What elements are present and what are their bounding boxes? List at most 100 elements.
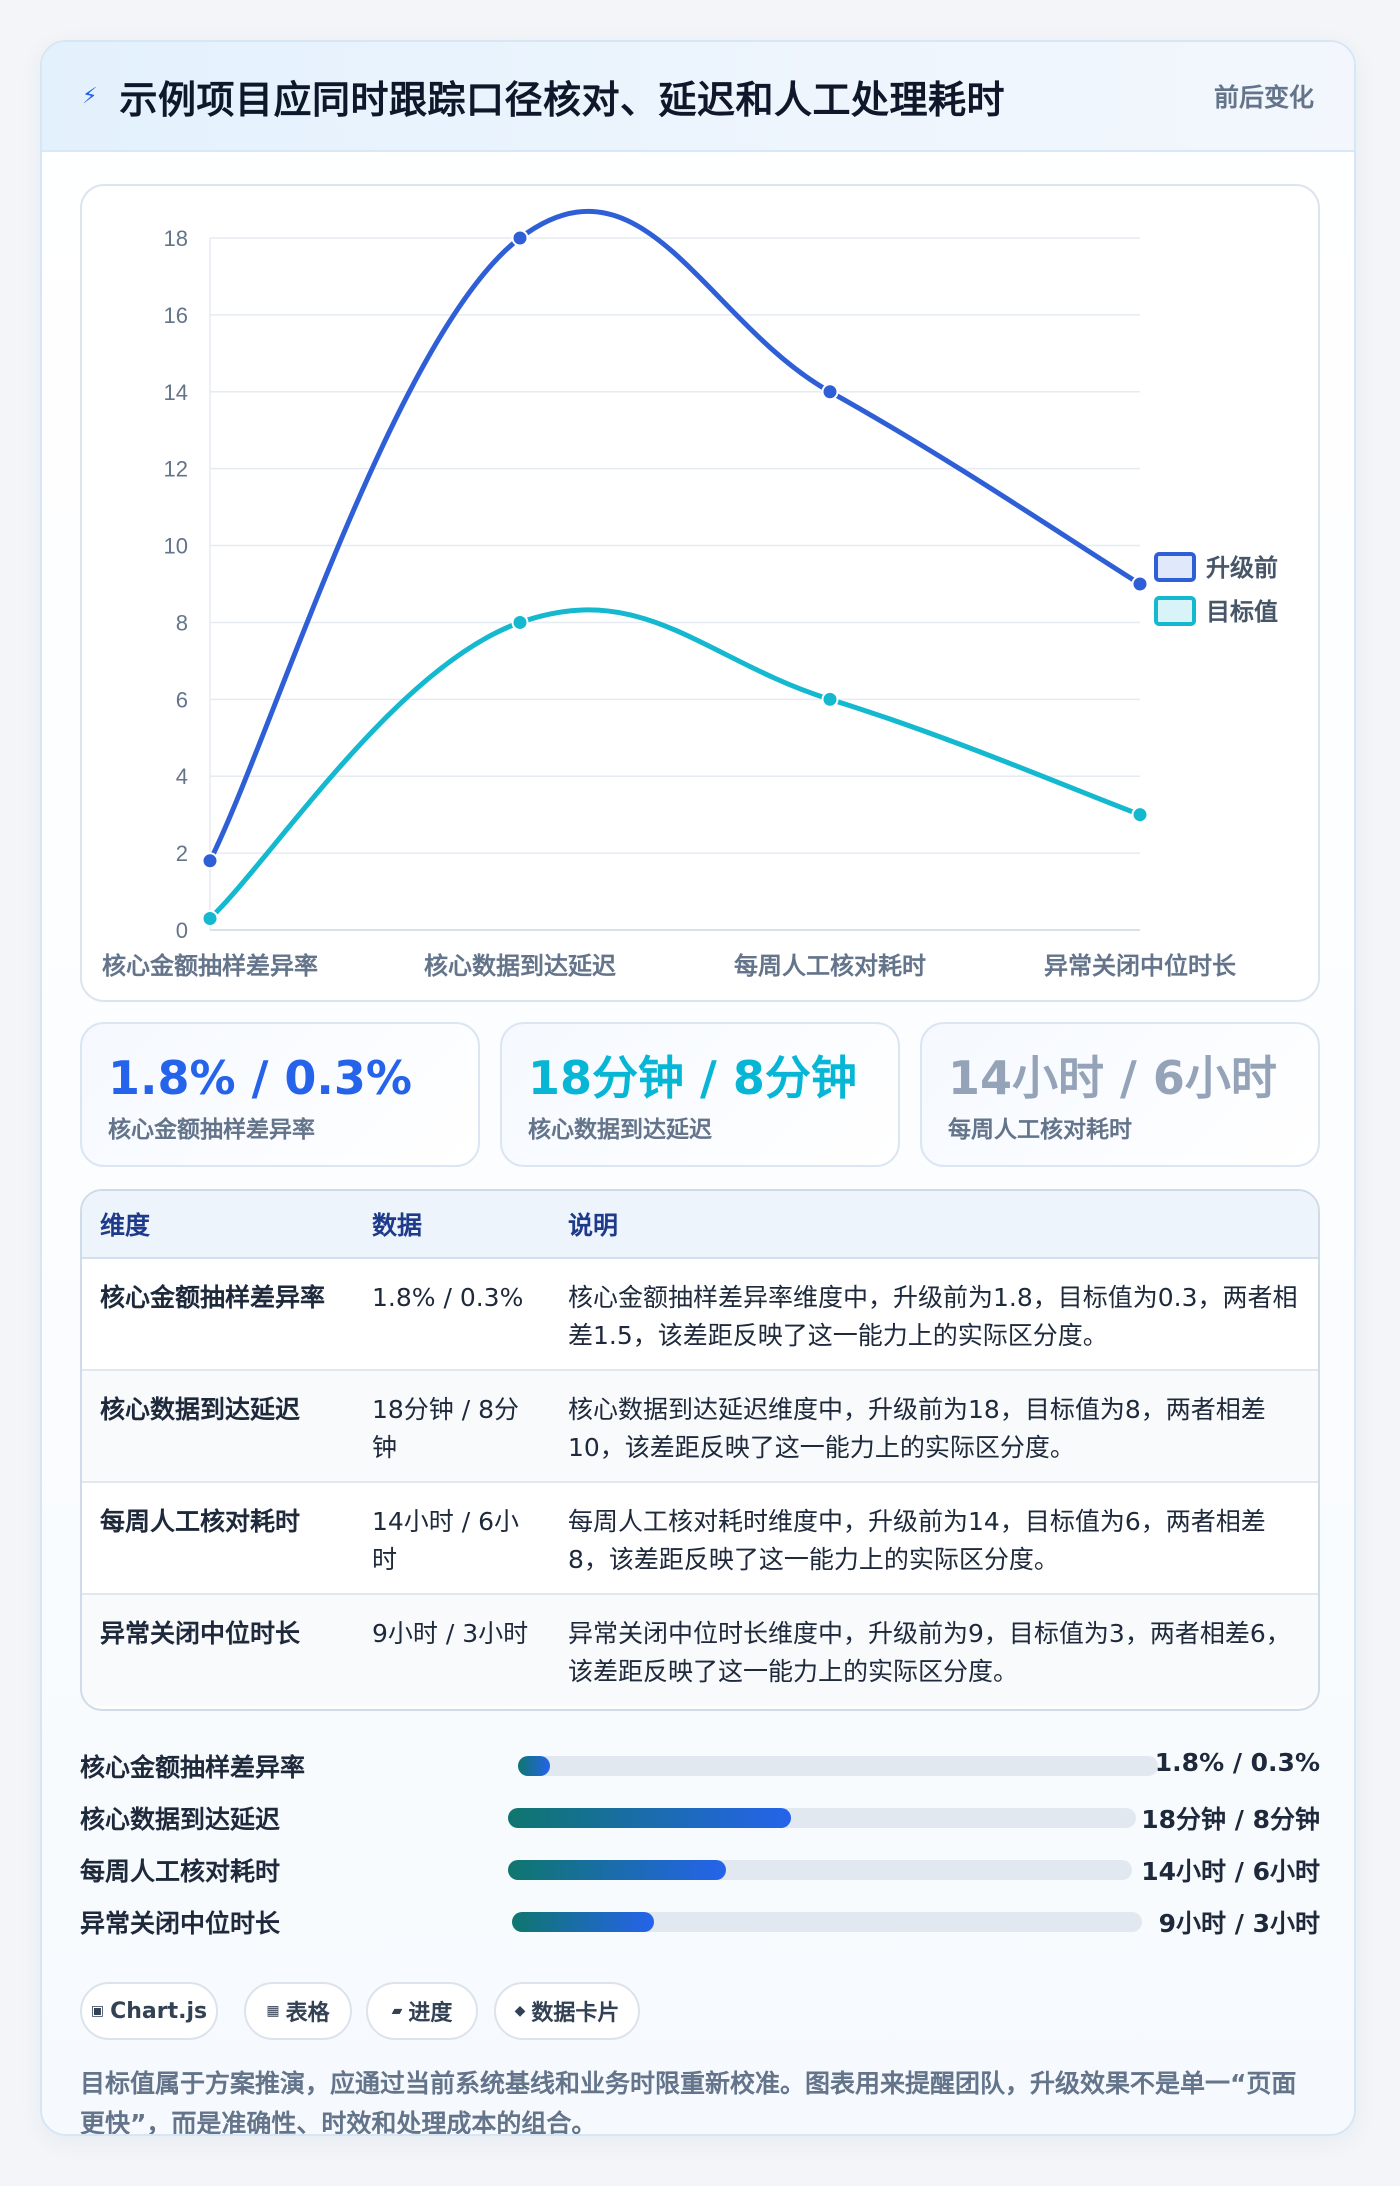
chip-label: 数据卡片 (531, 2001, 620, 2026)
table-cell-data: 9小时 / 3小时 (354, 1594, 550, 1706)
y-tick-label: 2 (176, 841, 188, 866)
y-tick-label: 18 (164, 226, 188, 251)
stat-card-1: 1.8% / 0.3% 核心金额抽样差异率 (80, 1022, 480, 1167)
progress-row: 核心金额抽样差异率 1.8% / 0.3% (80, 1742, 1320, 1794)
progress-fill (512, 1912, 654, 1932)
table-cell-data: 18分钟 / 8分钟 (354, 1370, 550, 1483)
table-row: 核心数据到达延迟 18分钟 / 8分钟 核心数据到达延迟维度中，升级前为18，目… (82, 1370, 1318, 1483)
table-header: 维度 (82, 1191, 354, 1259)
progress-track (512, 1912, 1142, 1932)
table-icon: ▦ (266, 2003, 280, 2019)
data-point (201, 852, 219, 870)
y-tick-label: 6 (176, 687, 188, 712)
table-header: 数据 (354, 1191, 550, 1259)
progress-row: 每周人工核对耗时 14小时 / 6小时 (80, 1846, 1320, 1898)
progress-track (508, 1860, 1132, 1880)
chip-label: Chart.js (110, 1998, 208, 2024)
line-chart: 0 2 4 6 8 10 12 14 16 18 核心金额抽样差异率 核心数据到达延迟 每周人工核对耗时… (80, 184, 1320, 1002)
table-cell-dimension: 核心金额抽样差异率 (82, 1258, 354, 1371)
x-tick-label: 核心金额抽样差异率 (102, 952, 318, 980)
data-point (1131, 575, 1149, 593)
table-cell-data: 1.8% / 0.3% (354, 1258, 550, 1371)
progress-row: 异常关闭中位时长 9小时 / 3小时 (80, 1898, 1320, 1950)
chip-chartjs[interactable]: ▣ Chart.js (80, 1982, 218, 2040)
table-cell-data: 14小时 / 6小时 (354, 1482, 550, 1595)
y-tick-label: 14 (164, 380, 188, 405)
table-cell-description: 核心金额抽样差异率维度中，升级前为1.8，目标值为0.3，两者相差1.5，该差距… (550, 1258, 1318, 1371)
stat-value: 1.8% / 0.3% (108, 1051, 412, 1105)
stat-label: 每周人工核对耗时 (948, 1117, 1132, 1143)
stat-label: 核心数据到达延迟 (528, 1117, 712, 1143)
progress-value: 14小时 / 6小时 (1141, 1857, 1320, 1886)
stat-label: 核心金额抽样差异率 (108, 1117, 315, 1143)
series-line (207, 607, 1143, 921)
progress-value: 1.8% / 0.3% (1154, 1748, 1320, 1777)
progress-label: 每周人工核对耗时 (80, 1857, 281, 1886)
progress-fill (508, 1860, 727, 1880)
y-tick-label: 0 (176, 918, 188, 943)
x-tick-label: 核心数据到达延迟 (424, 952, 616, 980)
chip-progress[interactable]: ▰ 进度 (366, 1982, 478, 2040)
legend-swatch (1154, 552, 1196, 582)
legend-label: 目标值 (1206, 598, 1278, 626)
progress-label: 核心金额抽样差异率 (80, 1753, 306, 1782)
y-tick-label: 8 (176, 610, 188, 635)
progress-label: 异常关闭中位时长 (80, 1909, 281, 1938)
header-subtitle: 前后变化 (1213, 83, 1314, 112)
stat-card-2: 18分钟 / 8分钟 核心数据到达延迟 (500, 1022, 900, 1167)
chart-svg: 0 2 4 6 8 10 12 14 16 18 核心金额抽样差异率 核心数据到达延迟 每周人工核对耗时… (102, 208, 1278, 980)
data-point (1131, 806, 1149, 824)
legend-swatch (1154, 596, 1196, 626)
series-line (207, 208, 1143, 864)
table-cell-description: 异常关闭中位时长维度中，升级前为9，目标值为3，两者相差6，该差距反映了这一能力… (550, 1594, 1318, 1706)
progress-label: 核心数据到达延迟 (80, 1805, 281, 1834)
x-tick-label: 异常关闭中位时长 (1044, 952, 1237, 980)
progress-icon: ▰ (391, 2003, 403, 2019)
chip-data-card[interactable]: ◆ 数据卡片 (494, 1982, 640, 2040)
data-point (821, 690, 839, 708)
progress-row: 核心数据到达延迟 18分钟 / 8分钟 (80, 1794, 1320, 1846)
legend-label: 升级前 (1206, 554, 1278, 582)
progress-list: 核心金额抽样差异率 1.8% / 0.3% 核心数据到达延迟 18分钟 / 8分… (80, 1742, 1320, 1950)
progress-value: 9小时 / 3小时 (1158, 1909, 1320, 1938)
table-row: 核心金额抽样差异率 1.8% / 0.3% 核心金额抽样差异率维度中，升级前为1… (82, 1258, 1318, 1371)
chip-table[interactable]: ▦ 表格 (244, 1982, 352, 2040)
lightning-icon: ⚡ (82, 83, 98, 109)
data-table: 维度 数据 说明 核心金额抽样差异率 1.8% / 0.3% 核心金额抽样差异率… (80, 1189, 1320, 1711)
x-tick-label: 每周人工核对耗时 (734, 952, 926, 980)
data-point (821, 383, 839, 401)
progress-fill (518, 1756, 550, 1776)
data-point (511, 229, 529, 247)
main-card: ⚡ 示例项目应同时跟踪口径核对、延迟和人工处理耗时 前后变化 0 2 4 6 8 10 12… (40, 40, 1356, 2136)
chart-icon: ▣ (90, 2003, 105, 2019)
table-row: 异常关闭中位时长 9小时 / 3小时 异常关闭中位时长维度中，升级前为9，目标值… (82, 1594, 1318, 1706)
card-icon: ◆ (514, 2003, 526, 2019)
title-group: ⚡ 示例项目应同时跟踪口径核对、延迟和人工处理耗时 (82, 69, 1005, 124)
progress-track (518, 1756, 1158, 1776)
progress-value: 18分钟 / 8分钟 (1141, 1805, 1320, 1834)
table-cell-description: 核心数据到达延迟维度中，升级前为18，目标值为8，两者相差10，该差距反映了这一… (550, 1370, 1318, 1483)
stat-card-3: 14小时 / 6小时 每周人工核对耗时 (920, 1022, 1320, 1167)
data-point (201, 909, 219, 927)
y-tick-label: 10 (164, 534, 188, 559)
card-header: ⚡ 示例项目应同时跟踪口径核对、延迟和人工处理耗时 前后变化 (42, 42, 1354, 152)
page-title: 示例项目应同时跟踪口径核对、延迟和人工处理耗时 (119, 77, 1005, 122)
y-tick-label: 12 (164, 457, 188, 482)
table-cell-dimension: 异常关闭中位时长 (82, 1594, 354, 1706)
y-tick-label: 16 (164, 303, 188, 328)
stat-cards: 1.8% / 0.3% 核心金额抽样差异率 18分钟 / 8分钟 核心数据到达延… (80, 1022, 1320, 1167)
table-cell-description: 每周人工核对耗时维度中，升级前为14，目标值为6，两者相差8，该差距反映了这一能… (550, 1482, 1318, 1595)
table-cell-dimension: 每周人工核对耗时 (82, 1482, 354, 1595)
chip-label: 表格 (285, 2001, 330, 2026)
data-point (511, 613, 529, 631)
table-header-row: 维度 数据 说明 (82, 1191, 1318, 1259)
footnote: 目标值属于方案推演，应通过当前系统基线和业务时限重新校准。图表用来提醒团队，升级… (80, 2069, 1297, 2136)
progress-fill (508, 1808, 791, 1828)
table-cell-dimension: 核心数据到达延迟 (82, 1370, 354, 1483)
table-header: 说明 (550, 1191, 1318, 1259)
chip-label: 进度 (408, 2001, 453, 2026)
stat-value: 18分钟 / 8分钟 (528, 1051, 857, 1105)
table-row: 每周人工核对耗时 14小时 / 6小时 每周人工核对耗时维度中，升级前为14，目… (82, 1482, 1318, 1595)
progress-track (508, 1808, 1136, 1828)
stat-value: 14小时 / 6小时 (948, 1051, 1277, 1105)
